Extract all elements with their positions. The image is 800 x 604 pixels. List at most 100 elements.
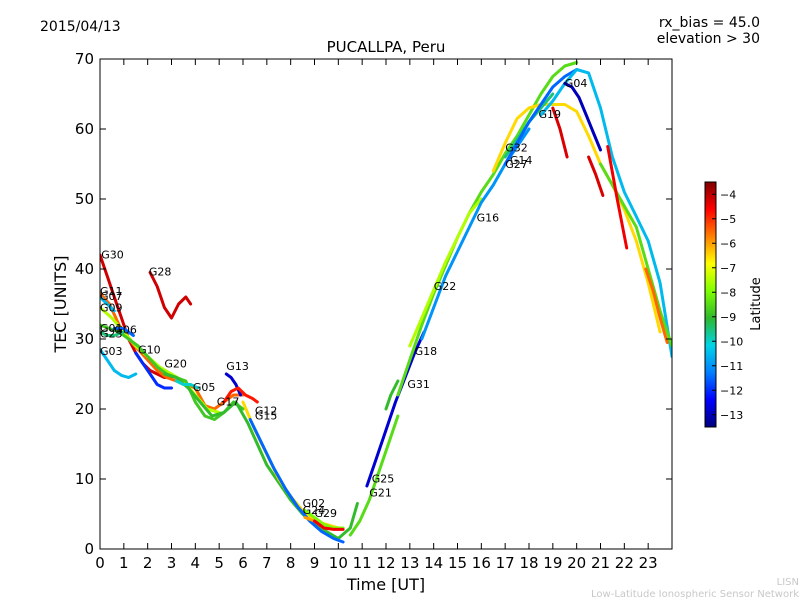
- sat-label-g12: G12: [255, 405, 278, 418]
- sat-label-g24: G24: [303, 504, 326, 517]
- sat-label-g32: G32: [505, 141, 528, 154]
- sat-label-g22: G22: [434, 280, 457, 293]
- sat-label-g25: G25: [372, 473, 395, 486]
- sat-label-g17: G17: [217, 396, 240, 409]
- x-tick-label: 12: [376, 554, 395, 572]
- series-g05: [174, 379, 200, 390]
- y-tick-label: 40: [75, 260, 94, 278]
- colorbar-tick-label: −13: [720, 409, 743, 422]
- series-g25: [365, 330, 426, 488]
- sat-label-g27: G27: [505, 158, 528, 171]
- series-layer: [100, 61, 672, 544]
- sat-label-g03: G03: [100, 345, 123, 358]
- colorbar: −4 −5 −6 −7 −8 −9 −10 −11 −12 −13 Latitude: [704, 181, 764, 428]
- colorbar-tick-label: −7: [720, 262, 736, 275]
- sat-label-g02: G02: [303, 497, 326, 510]
- sat-label-g30: G30: [101, 249, 124, 262]
- x-tick-label: 22: [615, 554, 634, 572]
- series-g31: [384, 379, 400, 411]
- x-tick-label: 9: [310, 554, 320, 572]
- series-g29: [313, 519, 345, 531]
- colorbar-tick-label: −8: [720, 286, 736, 299]
- series-g17: [222, 386, 259, 404]
- series-g06: [112, 327, 135, 337]
- y-tick-label: 30: [75, 330, 94, 348]
- colorbar-tick-label: −5: [720, 213, 736, 226]
- x-tick-label: 11: [353, 554, 372, 572]
- series-g15: [248, 418, 345, 544]
- series-g23: [100, 330, 126, 337]
- sat-label-g13: G13: [226, 360, 249, 373]
- colorbar-label: Latitude: [749, 277, 764, 331]
- sat-label-g07: G07: [100, 290, 123, 303]
- y-axis: 0 10 20 30 40 50 60 70: [75, 50, 672, 558]
- y-tick-label: 50: [75, 190, 94, 208]
- x-tick-label: 8: [286, 554, 296, 572]
- series-g20: [162, 372, 359, 540]
- sat-label-g11: G11: [100, 285, 123, 298]
- x-tick-label: 3: [167, 554, 177, 572]
- x-tick-label: 6: [238, 554, 248, 572]
- x-tick-label: 14: [424, 554, 443, 572]
- y-tick-label: 70: [75, 50, 94, 68]
- series-g18: [396, 61, 579, 397]
- series-g26: [551, 106, 569, 159]
- series-g34: [599, 162, 672, 348]
- x-tick-label: 5: [214, 554, 224, 572]
- sat-label-g19: G19: [539, 108, 562, 121]
- x-axis-label: Time [UT]: [346, 575, 425, 594]
- sat-label-g20: G20: [164, 358, 187, 371]
- sat-label-g18: G18: [415, 345, 438, 358]
- series-g10: [134, 351, 173, 390]
- sat-label-g15: G15: [255, 410, 278, 423]
- date-label: 2015/04/13: [40, 19, 121, 35]
- sat-label-g01: G01: [100, 322, 123, 335]
- x-tick-label: 2: [143, 554, 153, 572]
- sat-label-g31: G31: [407, 378, 430, 391]
- sat-label-g16: G16: [477, 211, 500, 224]
- sat-label-g21: G21: [369, 487, 392, 500]
- x-tick-label: 0: [95, 554, 105, 572]
- series-g28: [148, 271, 193, 320]
- series-g21: [348, 414, 400, 537]
- sat-label-g10: G10: [138, 344, 161, 357]
- x-tick-label: 4: [191, 554, 201, 572]
- series-g32: [491, 103, 662, 334]
- x-tick-label: 23: [639, 554, 658, 572]
- colorbar-tick-label: −10: [720, 335, 743, 348]
- colorbar-tick-label: −12: [720, 384, 743, 397]
- sat-label-g05: G05: [193, 381, 216, 394]
- x-tick-label: 7: [262, 554, 272, 572]
- x-tick-label: 21: [591, 554, 610, 572]
- sat-label-g04: G04: [565, 77, 588, 90]
- x-tick-label: 10: [329, 554, 348, 572]
- x-tick-label: 17: [496, 554, 515, 572]
- y-tick-label: 20: [75, 400, 94, 418]
- series-g08: [587, 155, 605, 197]
- series-g37: [644, 267, 669, 344]
- sat-label-g09: G09: [100, 302, 123, 315]
- chart-title: PUCALLPA, Peru: [327, 38, 446, 56]
- footer-network: Low-Latitude Ionospheric Sensor Network: [591, 589, 799, 600]
- series-g03: [100, 348, 138, 379]
- y-tick-label: 60: [75, 120, 94, 138]
- sat-label-g23: G23: [100, 328, 123, 341]
- colorbar-ticks: −4 −5 −6 −7 −8 −9 −10 −11 −12 −13: [712, 188, 743, 422]
- colorbar-tick-label: −6: [720, 237, 736, 250]
- colorbar-tick-label: −9: [720, 311, 736, 324]
- series-g22: [408, 197, 483, 348]
- series-g07: [100, 295, 116, 313]
- elevation-label: elevation > 30: [657, 31, 760, 47]
- series-g04: [563, 82, 602, 152]
- y-axis-label: TEC [UNITS]: [51, 256, 70, 354]
- sat-label-g28: G28: [149, 265, 172, 278]
- x-tick-label: 18: [519, 554, 538, 572]
- series-g36: [606, 145, 629, 250]
- footer-lisn: LISN: [777, 577, 799, 588]
- y-tick-label: 10: [75, 470, 94, 488]
- rx-bias-label: rx_bias = 45.0: [659, 15, 760, 31]
- y-tick-label: 0: [84, 540, 94, 558]
